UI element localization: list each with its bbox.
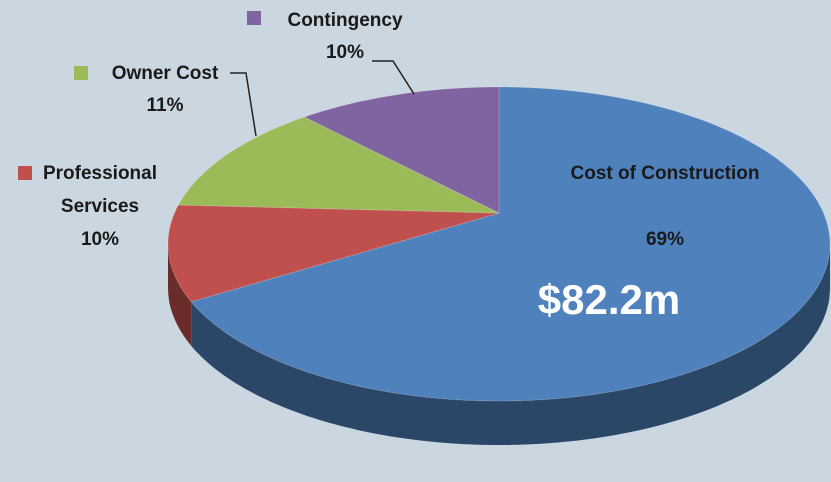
slice-percent: 69% bbox=[645, 229, 685, 250]
legend-swatch bbox=[247, 11, 261, 25]
slice-label: Cost of Construction bbox=[570, 163, 760, 184]
legend-swatch bbox=[74, 66, 88, 80]
slice-percent: 10% bbox=[80, 229, 120, 250]
slice-label: Owner Cost bbox=[111, 63, 219, 84]
annotation: $82.2m bbox=[537, 276, 681, 323]
slice-percent: 11% bbox=[146, 95, 184, 116]
slice-side bbox=[191, 244, 830, 445]
legend-swatch bbox=[18, 166, 32, 180]
leader-line bbox=[372, 60, 415, 95]
slice-label: Professional Services bbox=[42, 163, 158, 217]
slice-percent: 10% bbox=[325, 42, 365, 63]
slice bbox=[190, 86, 831, 402]
leader-line bbox=[230, 72, 257, 137]
slice-side bbox=[168, 244, 192, 346]
slice-label: Contingency bbox=[287, 10, 403, 31]
slice bbox=[167, 204, 500, 303]
slice bbox=[303, 86, 500, 214]
slice bbox=[177, 116, 500, 214]
